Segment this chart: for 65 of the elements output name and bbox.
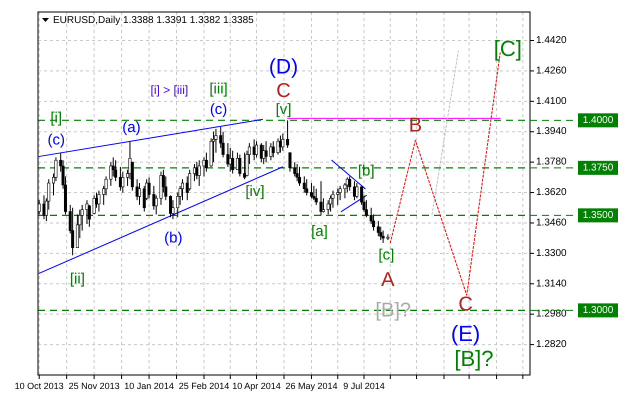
candlestick [255, 140, 258, 158]
annotation: (c) [210, 100, 228, 118]
y-tick-label: 1.4260 [536, 65, 568, 76]
annotation: [iii] [209, 80, 228, 98]
x-tick-label: 9 Jul 2014 [343, 381, 385, 391]
x-tick-label: 25 Feb 2014 [178, 381, 230, 391]
annotation: [B]? [375, 299, 412, 322]
annotation: [C] [494, 36, 522, 61]
candlestick [85, 200, 88, 224]
candlestick [148, 176, 151, 199]
candlestick [310, 182, 313, 199]
annotation: (b) [164, 229, 182, 246]
annotation: [v] [276, 100, 292, 118]
annotation: [iv] [245, 183, 265, 200]
y-tick-label: 1.4420 [536, 35, 568, 46]
candlestick [160, 171, 162, 206]
annotation: (c) [47, 131, 65, 148]
y-tick-label: 1.2980 [536, 308, 568, 320]
annotation: (D) [268, 56, 298, 79]
candlestick [298, 166, 302, 186]
y-tick-label: 1.4100 [536, 96, 568, 107]
candlestick [296, 164, 299, 182]
candlestick [138, 182, 142, 206]
ref-line-label: 1.3750 [582, 162, 614, 174]
y-tick-label: 1.3300 [536, 248, 568, 259]
annotation: (a) [122, 118, 141, 136]
candlestick [302, 176, 306, 194]
chart-title: EURUSD,Daily 1.3388 1.3391 1.3382 1.3385 [53, 15, 254, 26]
candlestick [71, 207, 74, 256]
annotation: [i] > [iii] [150, 83, 188, 98]
y-tick-label: 1.3460 [536, 217, 568, 228]
y-tick-label: 1.3620 [536, 187, 568, 198]
ref-line-label: 1.3500 [582, 210, 614, 221]
candlestick [222, 131, 225, 158]
annotation: C [276, 80, 291, 102]
annotation: [a] [311, 222, 328, 240]
x-tick-label: 25 Nov 2013 [68, 381, 120, 391]
candlestick [329, 194, 332, 212]
ref-line-label: 1.3000 [582, 304, 614, 316]
y-tick-label: 1.3940 [536, 126, 568, 138]
y-tick-label: 1.3140 [536, 278, 568, 290]
ref-line-label: 1.4000 [582, 114, 614, 126]
annotation: [c] [378, 246, 394, 264]
annotation: [ii] [70, 270, 85, 288]
candlestick [382, 230, 385, 244]
candlestick [212, 131, 216, 163]
candlestick [305, 178, 308, 196]
candlestick [376, 220, 380, 237]
x-tick-label: 10 Oct 2013 [14, 381, 64, 391]
candlestick [264, 140, 268, 163]
annotation: [i] [50, 109, 62, 126]
y-tick-label: 1.3780 [536, 156, 568, 168]
annotation: A [381, 268, 396, 291]
x-tick-label: 26 May 2014 [285, 381, 338, 391]
candlestick [76, 214, 79, 248]
candlestick [338, 185, 342, 201]
x-tick-label: 10 Jan 2014 [124, 381, 174, 391]
x-tick-label: 10 Apr 2014 [232, 381, 281, 391]
annotation: B [408, 114, 422, 136]
annotation: [B]? [454, 346, 494, 372]
y-tick-label: 1.2820 [536, 339, 568, 350]
annotation: (E) [450, 320, 480, 346]
candlestick [231, 150, 234, 174]
candlestick [198, 160, 201, 186]
candlestick [312, 185, 316, 201]
